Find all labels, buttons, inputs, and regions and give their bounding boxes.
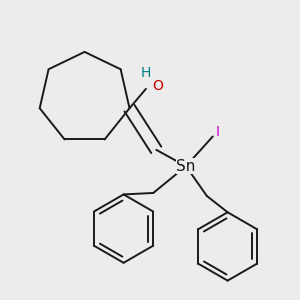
Text: O: O [152, 79, 163, 93]
Text: Sn: Sn [176, 159, 196, 174]
Text: H: H [141, 66, 152, 80]
Text: I: I [215, 125, 219, 139]
